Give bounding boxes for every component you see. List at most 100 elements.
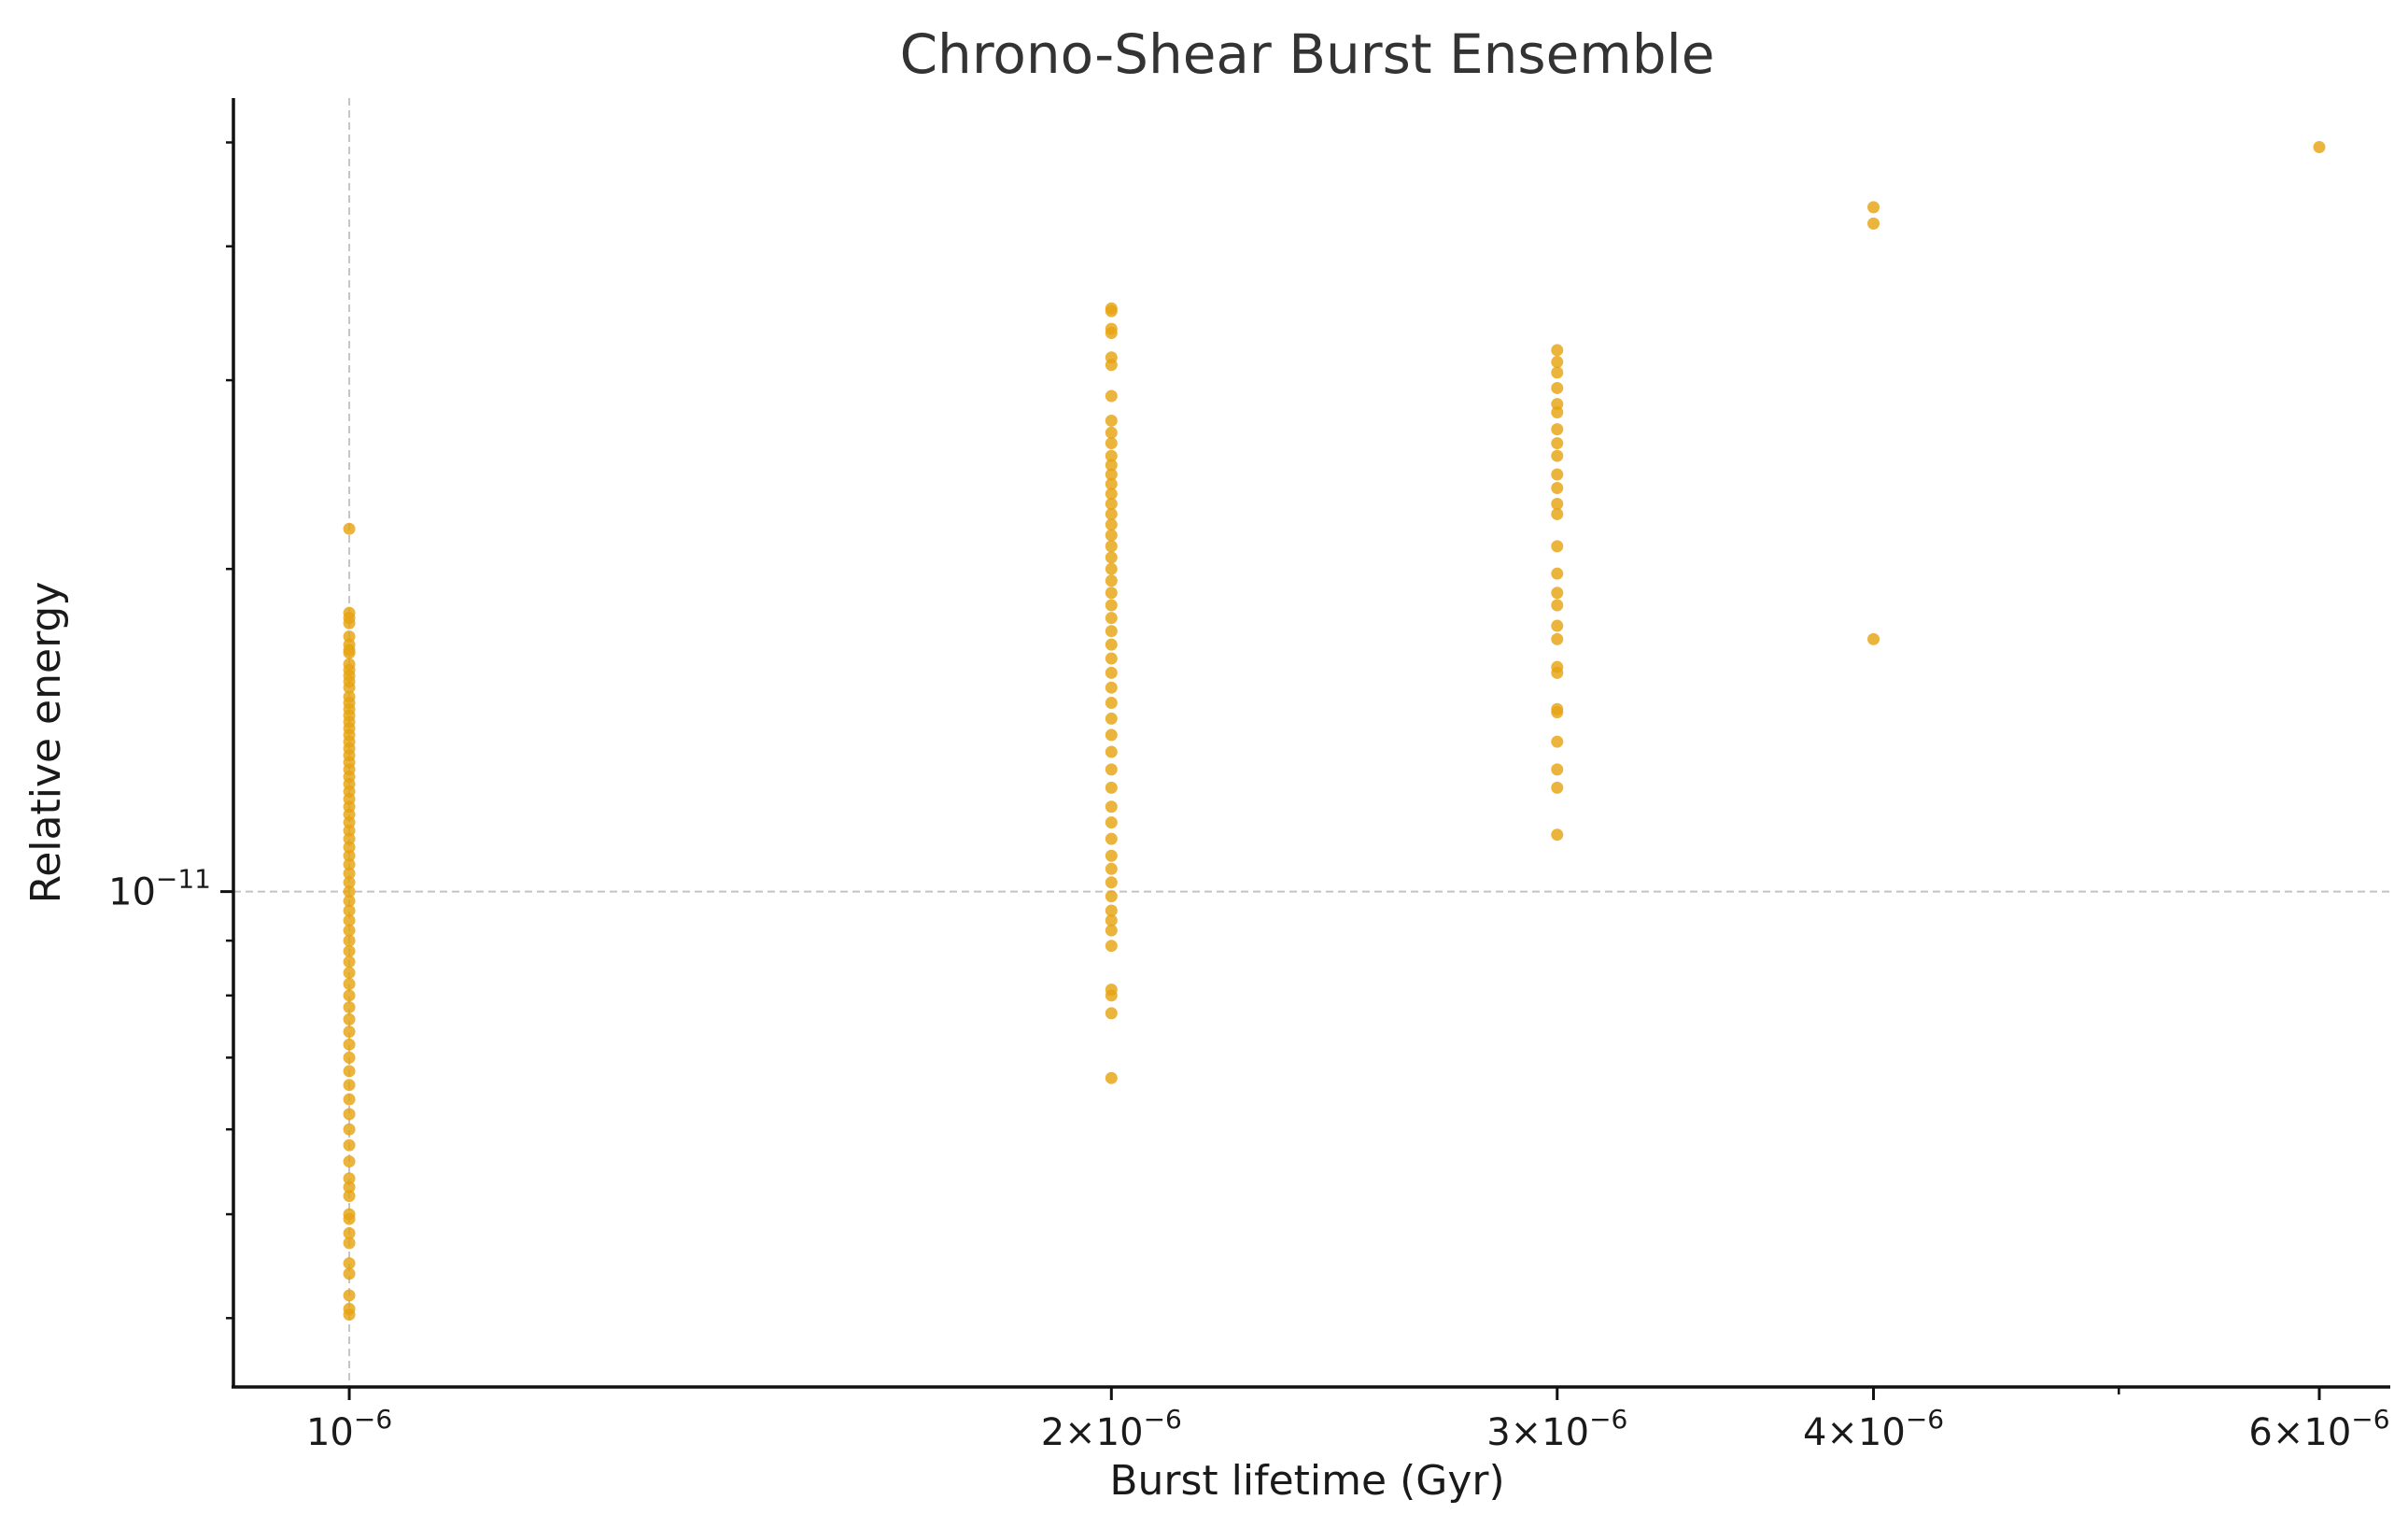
data-point — [1105, 562, 1118, 575]
data-point — [343, 1012, 356, 1026]
data-point — [1105, 574, 1118, 587]
data-point — [1105, 414, 1118, 427]
data-point — [1105, 389, 1118, 403]
data-point — [1551, 666, 1564, 679]
data-point — [1105, 468, 1118, 481]
data-point — [1105, 697, 1118, 710]
data-point — [1105, 327, 1118, 340]
data-point — [343, 1051, 356, 1064]
data-point — [343, 858, 356, 871]
data-point — [1105, 529, 1118, 542]
data-point — [1105, 712, 1118, 725]
data-point — [1105, 507, 1118, 520]
data-point — [1105, 359, 1118, 372]
data-point — [1105, 913, 1118, 927]
data-point — [343, 522, 356, 535]
data-point — [343, 849, 356, 862]
data-point — [343, 1108, 356, 1121]
data-point — [343, 1237, 356, 1250]
data-point — [343, 955, 356, 969]
data-point — [343, 895, 356, 908]
data-point — [1105, 652, 1118, 665]
data-point — [343, 1155, 356, 1168]
data-point — [1105, 638, 1118, 651]
x-axis-label: Burst lifetime (Gyr) — [1109, 1457, 1504, 1505]
data-point — [1551, 567, 1564, 580]
data-point — [1551, 763, 1564, 776]
data-point — [343, 1181, 356, 1194]
data-point — [1105, 426, 1118, 439]
data-point — [1105, 540, 1118, 553]
data-point — [1551, 437, 1564, 450]
data-point — [1105, 989, 1118, 1002]
data-point — [1105, 488, 1118, 501]
data-point — [1105, 498, 1118, 511]
data-point — [1551, 405, 1564, 418]
data-point — [343, 1257, 356, 1270]
data-point — [1551, 540, 1564, 553]
data-point — [1105, 816, 1118, 829]
x-tick-label: 10−6 — [306, 1404, 392, 1454]
data-point — [1105, 437, 1118, 450]
data-point — [343, 646, 356, 659]
data-point — [343, 832, 356, 845]
data-point — [343, 989, 356, 1002]
data-point — [1105, 849, 1118, 862]
data-point — [343, 944, 356, 957]
data-point — [343, 913, 356, 927]
x-tick-label: 6×10−6 — [2248, 1404, 2389, 1454]
data-point — [1551, 381, 1564, 394]
data-point — [1105, 876, 1118, 889]
data-point — [1105, 781, 1118, 794]
data-point — [343, 1079, 356, 1092]
y-axis-label: Relative energy — [22, 582, 70, 904]
data-point — [1551, 599, 1564, 612]
data-point — [1551, 356, 1564, 369]
data-point — [1105, 904, 1118, 917]
data-point — [343, 616, 356, 630]
data-point — [343, 681, 356, 694]
data-point — [1105, 832, 1118, 845]
data-point — [1551, 507, 1564, 520]
data-point — [1105, 890, 1118, 903]
x-tick-label: 4×10−6 — [1803, 1404, 1944, 1454]
y-tick-label: 10−11 — [108, 864, 211, 914]
data-point — [343, 1212, 356, 1225]
x-tick-label: 2×10−6 — [1041, 1404, 1182, 1454]
data-point — [1105, 862, 1118, 875]
data-point — [1551, 735, 1564, 748]
data-point — [343, 1038, 356, 1051]
data-point — [1551, 828, 1564, 842]
data-point — [1105, 304, 1118, 318]
data-point — [1867, 217, 1880, 230]
data-point — [343, 1309, 356, 1322]
data-point — [343, 1190, 356, 1203]
data-point — [1551, 423, 1564, 436]
chart-title: Chrono-Shear Burst Ensemble — [900, 22, 1715, 86]
data-point — [1105, 1007, 1118, 1020]
data-point — [1551, 366, 1564, 379]
data-point — [343, 1289, 356, 1302]
data-points — [343, 141, 2326, 1322]
data-point — [1105, 477, 1118, 490]
data-point — [343, 876, 356, 889]
data-point — [1551, 632, 1564, 645]
data-point — [343, 1093, 356, 1106]
data-point — [1105, 681, 1118, 694]
data-point — [1551, 587, 1564, 600]
data-point — [1551, 498, 1564, 511]
data-point — [343, 1172, 356, 1185]
data-point — [1105, 745, 1118, 758]
data-point — [1551, 468, 1564, 481]
data-point — [1105, 449, 1118, 462]
data-point — [1105, 587, 1118, 600]
data-point — [1551, 344, 1564, 357]
data-point — [343, 1000, 356, 1013]
data-point — [1551, 781, 1564, 794]
data-point — [1105, 940, 1118, 953]
data-point — [343, 904, 356, 917]
x-axis-ticks: 10−6 2×10−6 3×10−6 4×10−6 6×10−6 — [306, 1387, 2390, 1454]
data-point — [1105, 800, 1118, 814]
data-point — [1105, 729, 1118, 742]
data-point — [343, 1123, 356, 1136]
